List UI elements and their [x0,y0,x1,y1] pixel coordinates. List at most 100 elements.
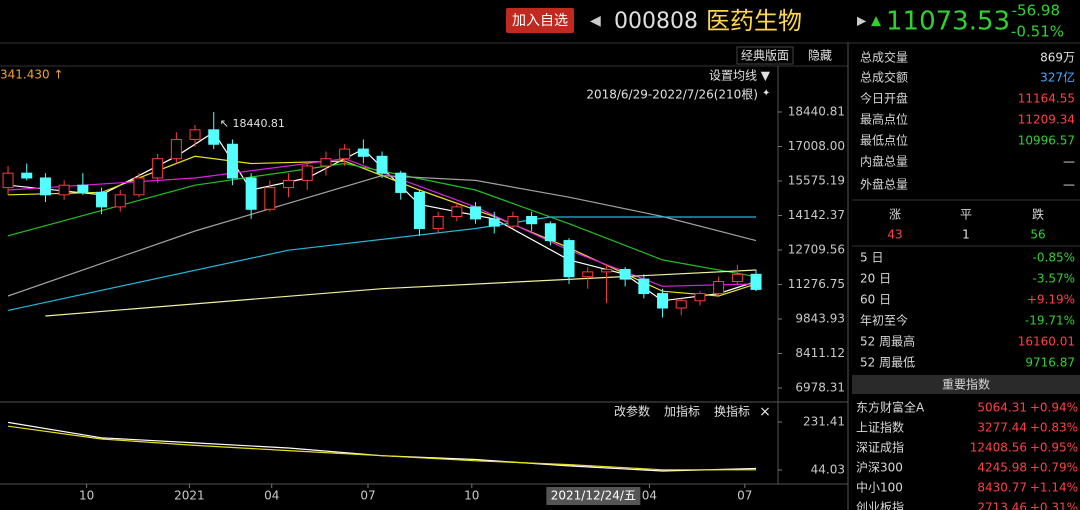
stat-value: 11164.55 [1018,92,1075,106]
index-name[interactable]: 深证成指 [856,440,904,455]
stock-code: 000808 [614,9,698,34]
stat-value: 11209.34 [1018,113,1075,127]
candle-body [451,206,463,218]
candle-body [731,273,743,283]
stat-label: 总成交额 [860,70,908,85]
stat-label: 外盘总量 [860,177,908,192]
candle-body [357,148,369,157]
index-name[interactable]: 东方财富全A [856,400,925,415]
stat-label: 内盘总量 [860,154,908,169]
add-indicator[interactable]: 加指标 [664,404,700,419]
y-tick-label: 9843.93 [795,311,845,325]
candle-body [619,268,631,280]
index-value: 2713.46 [977,501,1027,510]
candle-body [750,273,762,290]
range-label: 2018/6/29-2022/7/26(210根) [586,88,758,102]
trend-icon: ▲ [871,14,881,29]
period-value: -19.71% [1025,314,1075,328]
index-name[interactable]: 中小100 [856,480,903,495]
watch-button[interactable]: 加入自选 [512,13,568,29]
moving-average [7,131,757,302]
candle-body [395,172,407,193]
y-tick-label: 18440.81 [788,104,845,118]
switch-indicator[interactable]: 换指标 [714,404,750,419]
layout-button-bg[interactable] [736,46,794,65]
candle-body [114,194,126,208]
index-name[interactable]: 创业板指 [856,500,904,510]
candle-body [77,184,89,193]
index-name[interactable]: 沪深300 [856,461,903,475]
candle-body [2,172,14,189]
period-label: 52 周最高 [860,334,915,349]
x-tick-label: 2021 [174,489,205,503]
y-tick-label: 231.41 [803,415,845,429]
period-value: 16160.01 [1018,335,1075,349]
breadth-label: 跌 [1032,207,1044,222]
index-value: 5064.31 [977,401,1027,415]
stat-label: 最高点位 [860,112,908,127]
y-tick-label: 11276.75 [788,277,845,291]
x-tick-label: 07 [737,489,752,503]
moving-average [7,162,757,278]
stat-value: 327亿 [1040,70,1075,85]
candle-body [226,143,238,179]
candle-body [526,216,538,225]
change-pct: -0.51% [1011,23,1064,41]
period-value: +9.19% [1027,293,1075,307]
y-tick-label: 15575.19 [788,173,845,187]
layout-button[interactable]: 经典版面 [741,49,789,63]
watch-button-bg[interactable] [506,8,574,33]
candle-body [152,158,164,179]
stat-value: 869万 [1040,51,1075,65]
next-button[interactable]: ▶ [857,14,867,28]
period-label: 52 周最低 [860,356,915,370]
edit-params[interactable]: 改参数 [614,404,650,419]
index-change: +1.14% [1030,481,1078,495]
prev-button[interactable]: ◀ [590,13,601,29]
candle-body [582,271,594,278]
candle-body [39,177,51,196]
stat-label: 总成交量 [860,50,908,65]
moving-average [7,155,757,297]
close-indicator[interactable]: × [759,404,771,420]
candle-body [432,216,444,230]
index-value: 12408.56 [970,441,1027,455]
candle-body [657,293,669,309]
period-value: -0.85% [1033,251,1075,265]
index-change: +0.94% [1030,401,1078,415]
index-change: +0.31% [1030,501,1078,510]
index-header-bg [852,375,1080,394]
stock-name: 医药生物 [706,7,802,35]
breadth-label: 平 [960,208,972,222]
period-label: 60 日 [860,293,891,307]
candle-body [713,281,725,295]
index-title: 重要指数 [942,377,990,392]
ma-setting[interactable]: 设置均线 ▼ [709,69,771,83]
breadth-value: 43 [887,228,902,242]
stat-label: 最低点位 [860,133,908,148]
period-label: 年初至今 [860,313,908,328]
x-tick-label: 04 [642,489,657,503]
index-change: +0.83% [1030,421,1078,435]
hide-button[interactable]: 隐藏 [808,49,832,63]
y-tick-label: 14142.37 [788,208,845,222]
breadth-label: 涨 [889,207,901,222]
price: 11073.53 [886,7,1010,37]
pin-icon[interactable]: ✦ [762,88,770,99]
candle-body [376,155,388,174]
change: -56.98 [1012,2,1060,20]
candle-body [264,187,276,210]
y-tick-label: 6978.31 [795,381,845,395]
y-tick-label: 12709.56 [788,242,845,256]
index-value: 3277.44 [977,421,1027,435]
index-change: +0.79% [1030,461,1078,475]
candle-body [301,165,313,181]
period-label: 5 日 [860,251,883,265]
corner-value: 341.430 ↑ [0,68,64,82]
stat-label: 今日开盘 [860,91,908,106]
x-tick-label: 10 [79,489,94,503]
candle-body [339,148,351,160]
candle-body [470,206,482,220]
index-name[interactable]: 上证指数 [856,420,904,435]
candle-body [21,172,33,179]
